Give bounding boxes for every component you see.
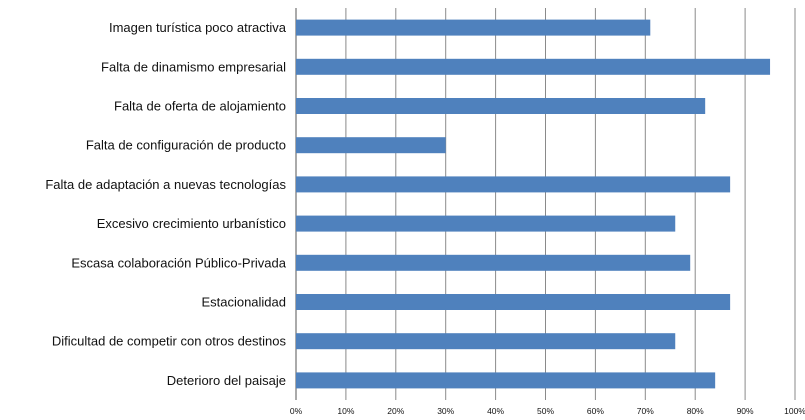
bar (296, 254, 691, 271)
category-label: Falta de configuración de producto (86, 138, 286, 153)
x-tick-label: 20% (387, 406, 404, 416)
x-tick-label: 70% (637, 406, 654, 416)
bar (296, 58, 771, 75)
x-tick-label: 30% (437, 406, 454, 416)
x-tick-label: 90% (737, 406, 754, 416)
bar (296, 372, 716, 389)
category-label: Falta de adaptación a nuevas tecnologías (45, 177, 286, 192)
x-tick-label: 80% (687, 406, 704, 416)
category-label: Dificultad de competir con otros destino… (52, 334, 287, 349)
bar (296, 176, 731, 193)
x-tick-label: 60% (587, 406, 604, 416)
x-tick-label: 0% (290, 406, 303, 416)
x-tick-label: 50% (537, 406, 554, 416)
category-label: Falta de oferta de alojamiento (114, 99, 286, 114)
category-label: Deterioro del paisaje (167, 373, 286, 388)
category-label: Escasa colaboración Público-Privada (71, 255, 286, 270)
bar (296, 98, 706, 114)
category-label: Imagen turística poco atractiva (109, 20, 287, 35)
category-label: Estacionalidad (201, 295, 286, 310)
category-label: Falta de dinamismo empresarial (101, 59, 286, 74)
category-label: Excesivo crecimiento urbanístico (97, 216, 286, 231)
bar (296, 294, 731, 310)
x-tick-label: 10% (337, 406, 354, 416)
bar (296, 19, 651, 36)
x-tick-label: 100% (784, 406, 805, 416)
x-tick-label: 40% (487, 406, 504, 416)
bar (296, 215, 676, 232)
bar (296, 137, 446, 154)
bar (296, 333, 676, 350)
